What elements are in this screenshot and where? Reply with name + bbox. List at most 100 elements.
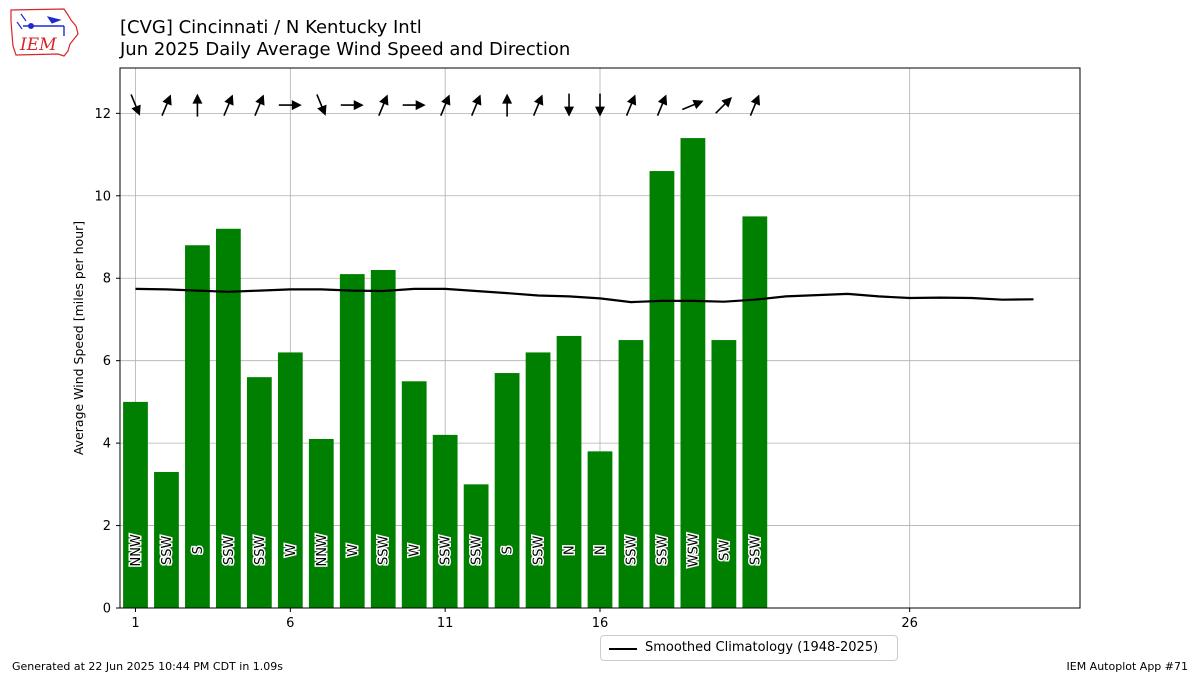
wind-arrow-head: [291, 100, 302, 111]
iem-logo: IEM: [10, 8, 79, 57]
wind-arrow: [625, 94, 637, 117]
speed-bar: [154, 471, 179, 608]
wind-arrow: [278, 100, 302, 111]
wind-arrow-head: [224, 94, 234, 106]
speed-bar: [123, 401, 148, 608]
speed-bar: [246, 377, 272, 608]
chart-title: [CVG] Cincinnati / N Kentucky Intl: [120, 17, 422, 38]
speed-bar: [463, 484, 489, 608]
x-tick-label: 16: [592, 616, 609, 631]
wind-arrow-head: [255, 94, 265, 106]
direction-label: SSW: [532, 535, 547, 565]
climatology-line: [135, 287, 1034, 304]
y-axis-label: Average Wind Speed [miles per hour]: [71, 221, 86, 455]
wind-arrow-head: [721, 96, 733, 108]
wind-arrow: [749, 94, 761, 117]
iowa-state-outline-icon: [10, 8, 79, 57]
direction-label: SSW: [624, 535, 639, 565]
wind-arrow-head: [692, 99, 704, 110]
direction-label: W: [408, 544, 423, 557]
y-tick-label: 12: [94, 107, 111, 122]
wind-arrow: [161, 94, 172, 117]
speed-bars: [123, 138, 768, 609]
direction-label: NNW: [129, 534, 144, 566]
y-tick-label: 8: [103, 272, 111, 287]
direction-label: W: [284, 544, 299, 557]
speed-bar: [185, 245, 210, 609]
logo-text: IEM: [19, 35, 57, 55]
wind-arrow: [378, 94, 389, 117]
wind-arrow-head: [353, 100, 364, 111]
speed-bar: [618, 340, 644, 608]
wind-arrow-head: [534, 94, 544, 106]
direction-label: N: [563, 545, 578, 555]
direction-label: SSW: [655, 535, 670, 565]
climatology-layer: [135, 287, 1034, 304]
speed-bar: [525, 352, 551, 608]
direction-label: SSW: [222, 535, 237, 565]
speed-bar: [432, 434, 458, 608]
x-tick-label: 11: [437, 616, 454, 631]
wind-arrow-head: [657, 94, 668, 106]
wind-arrow: [402, 100, 426, 111]
generated-timestamp: Generated at 22 Jun 2025 10:44 PM CDT in…: [12, 660, 284, 673]
speed-bar: [711, 340, 737, 608]
wind-arrow: [130, 94, 141, 116]
weather-station-icon: [16, 13, 65, 36]
wind-arrow: [316, 94, 327, 116]
direction-label: S: [501, 546, 516, 554]
direction-label: S: [191, 546, 206, 554]
legend-label: Smoothed Climatology (1948-2025): [645, 640, 879, 655]
wind-arrow-head: [626, 94, 637, 106]
wind-arrow: [656, 94, 668, 117]
wind-direction-arrows: [130, 93, 761, 117]
wind-arrow: [681, 99, 704, 111]
direction-label: SSW: [377, 535, 392, 565]
y-tick-label: 0: [103, 602, 111, 617]
direction-label: SSW: [439, 535, 454, 565]
app-credit: IEM Autoplot App #71: [1066, 660, 1189, 673]
speed-bar: [649, 171, 675, 608]
wind-arrow-head: [595, 106, 605, 117]
x-tick-label: 6: [286, 616, 294, 631]
wind-arrow-head: [502, 93, 513, 104]
wind-arrow: [564, 93, 575, 117]
speed-bar: [339, 274, 365, 608]
direction-label: SW: [717, 540, 732, 561]
y-tick-label: 10: [94, 189, 111, 204]
wind-arrow-head: [472, 94, 482, 106]
direction-label: W: [346, 544, 361, 557]
wind-arrow-head: [415, 100, 426, 111]
wind-arrow: [340, 100, 364, 111]
speed-bar: [277, 352, 303, 608]
x-tick-label: 1: [131, 616, 139, 631]
y-tick-label: 6: [103, 354, 111, 369]
legend: Smoothed Climatology (1948-2025): [600, 635, 898, 661]
direction-label: SSW: [253, 535, 268, 565]
wind-arrow-head: [379, 94, 389, 106]
speed-bar: [587, 451, 613, 608]
wind-arrow-head: [192, 93, 203, 104]
direction-label: SSW: [160, 535, 175, 565]
speed-bar: [494, 373, 520, 608]
wind-arrow: [532, 94, 544, 117]
direction-label: SSW: [470, 535, 485, 565]
speed-bar: [401, 381, 427, 608]
wind-arrow: [440, 94, 451, 117]
speed-bar: [556, 335, 582, 608]
direction-label: SSW: [748, 535, 763, 565]
x-tick-label: 26: [901, 616, 918, 631]
speed-bar: [370, 269, 396, 608]
wind-arrow-head: [317, 104, 327, 116]
direction-label: N: [594, 545, 609, 555]
direction-label: WSW: [686, 533, 701, 567]
legend-line-swatch: [609, 648, 637, 650]
wind-arrow: [470, 94, 482, 117]
direction-label: NNW: [315, 534, 330, 566]
wind-arrow-head: [750, 94, 761, 106]
speed-bar: [742, 216, 768, 608]
y-tick-label: 4: [103, 437, 111, 452]
wind-arrow: [254, 94, 265, 117]
